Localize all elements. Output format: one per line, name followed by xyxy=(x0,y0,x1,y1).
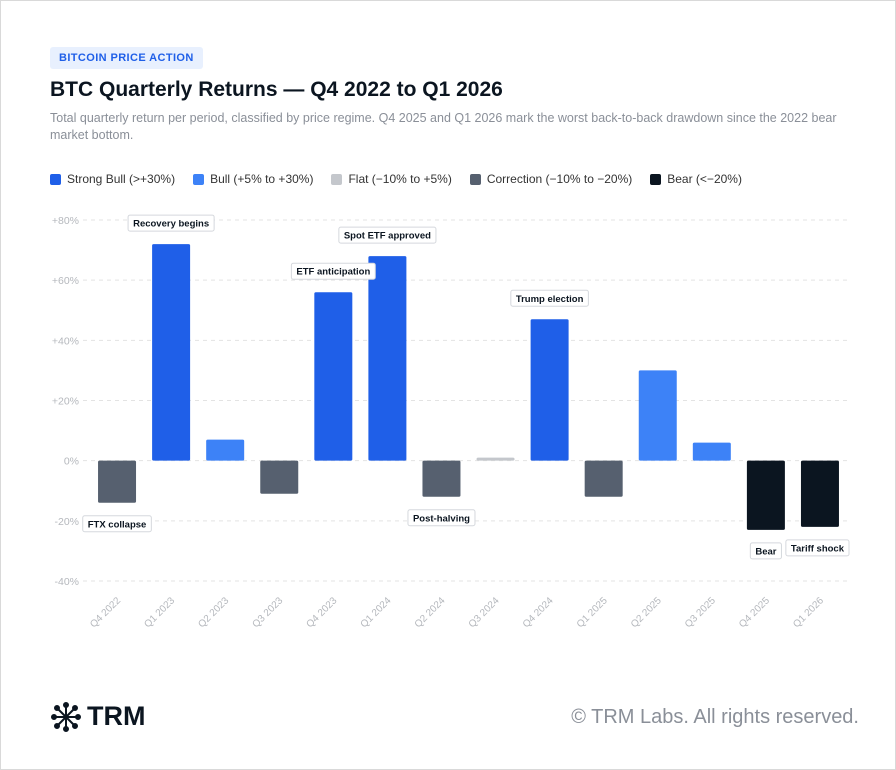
x-tick-label: Q1 2024 xyxy=(359,595,394,630)
y-tick-label: 0% xyxy=(64,456,79,468)
legend-label: Bull (+5% to +30%) xyxy=(210,172,314,186)
bar xyxy=(152,244,191,461)
x-tick-label: Q3 2023 xyxy=(250,595,285,630)
logo: TRM xyxy=(51,701,145,732)
logo-text: TRM xyxy=(87,701,146,731)
x-tick-label: Q1 2023 xyxy=(142,595,177,630)
bar xyxy=(206,439,245,461)
x-tick-label: Q2 2023 xyxy=(196,595,231,630)
annotation-box xyxy=(749,542,782,560)
annotation-box xyxy=(510,289,589,307)
bar xyxy=(530,319,569,461)
legend-swatch xyxy=(469,173,481,185)
y-tick-label: +20% xyxy=(52,396,79,408)
x-tick-label: Q3 2025 xyxy=(683,595,718,630)
legend-item: Bull (+5% to +30%) xyxy=(193,172,313,186)
copyright: © TRM Labs. All rights reserved. xyxy=(571,706,859,728)
subtitle: Total quarterly return per period, class… xyxy=(50,111,837,142)
x-tick-label: Q3 2024 xyxy=(467,595,502,630)
bar xyxy=(800,460,839,527)
x-tick-label: Q1 2026 xyxy=(791,595,826,630)
annotation-box xyxy=(82,515,152,533)
annotation: Tariff shock xyxy=(785,539,850,557)
annotation: Post-halving xyxy=(407,509,476,527)
annotation-label: Post-halving xyxy=(413,513,470,524)
annotation-box xyxy=(338,226,437,244)
x-tick-label: Q1 2025 xyxy=(575,595,610,630)
annotation-box xyxy=(290,262,376,280)
x-tick-label: Q2 2025 xyxy=(629,595,664,630)
legend-label: Flat (−10% to +5%) xyxy=(348,172,452,186)
annotation-box xyxy=(407,509,476,527)
annotation: ETF anticipation xyxy=(290,262,376,280)
legend-label: Bear (<−20%) xyxy=(667,172,742,186)
annotation-label: FTX collapse xyxy=(88,519,147,530)
legend-swatch xyxy=(331,173,343,185)
annotation-label: ETF anticipation xyxy=(296,267,370,278)
legend-swatch xyxy=(650,173,662,185)
y-tick-label: -20% xyxy=(54,516,79,528)
bar xyxy=(314,292,353,461)
annotation-label: Spot ETF approved xyxy=(344,231,431,242)
bar xyxy=(476,457,515,461)
legend-label: Correction (−10% to −20%) xyxy=(486,172,633,186)
y-tick-label: +60% xyxy=(52,275,79,287)
annotation-label: Trump election xyxy=(516,294,584,305)
bar xyxy=(98,460,137,503)
x-tick-label: Q4 2025 xyxy=(737,595,772,630)
legend-swatch xyxy=(193,173,205,185)
y-tick-label: +40% xyxy=(52,335,79,347)
annotation-box xyxy=(785,539,850,557)
annotation-label: Recovery begins xyxy=(133,219,209,230)
annotation: Trump election xyxy=(510,289,589,307)
logo-icon xyxy=(51,701,81,732)
bar xyxy=(368,256,407,461)
legend: Strong Bull (>+30%) Bull (+5% to +30%) Fla… xyxy=(50,172,742,186)
x-tick-label: Q4 2024 xyxy=(521,595,556,630)
annotation: Bear xyxy=(749,542,782,560)
bar xyxy=(638,370,677,461)
title: BTC Quarterly Returns — Q4 2022 to Q1 20… xyxy=(50,78,503,101)
x-tick-label: Q2 2024 xyxy=(413,595,448,630)
legend-item: Flat (−10% to +5%) xyxy=(331,172,452,186)
legend-item: Bear (<−20%) xyxy=(650,172,742,186)
legend-swatch xyxy=(50,173,61,185)
annotation: Spot ETF approved xyxy=(338,226,437,244)
bar xyxy=(746,460,785,530)
legend-item: Strong Bull (>+30%) xyxy=(50,172,175,186)
bar xyxy=(422,460,461,497)
y-tick-label: -40% xyxy=(54,576,79,588)
badge: BITCOIN PRICE ACTION xyxy=(50,47,203,69)
x-tick-label: Q4 2022 xyxy=(88,595,123,630)
y-tick-label: +80% xyxy=(52,215,79,227)
annotation-label: Tariff shock xyxy=(791,543,845,554)
annotation-box xyxy=(127,214,215,232)
bar xyxy=(260,460,299,494)
annotation-label: Bear xyxy=(755,546,776,557)
bar xyxy=(584,460,623,497)
legend-item: Correction (−10% to −20%) xyxy=(469,172,633,186)
bar xyxy=(692,442,731,461)
annotation: FTX collapse xyxy=(82,515,152,533)
annotation: Recovery begins xyxy=(127,214,215,232)
legend-label: Strong Bull (>+30%) xyxy=(67,172,176,186)
x-tick-label: Q4 2023 xyxy=(305,595,340,630)
